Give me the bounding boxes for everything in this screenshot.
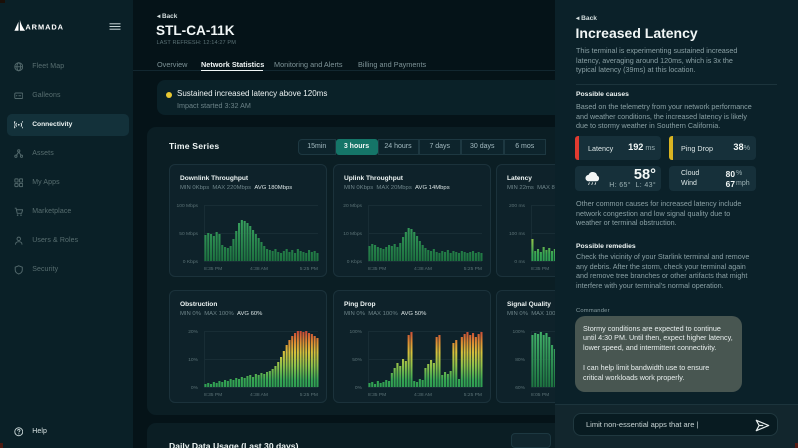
- svg-text:0%: 0%: [191, 384, 199, 390]
- svg-text:100%: 100%: [512, 328, 525, 334]
- svg-text:8:05 PM: 8:05 PM: [531, 392, 549, 398]
- svg-text:4:38 AM: 4:38 AM: [414, 392, 432, 398]
- svg-text:Signal Quality: Signal Quality: [507, 301, 551, 308]
- svg-text:MIN 0Kbps MAX 220Mbps AVG 18: MIN 0Kbps MAX 220Mbps AVG 180Mbps: [180, 185, 292, 191]
- svg-text:Latency: Latency: [507, 175, 532, 182]
- svg-text:5:25 PM: 5:25 PM: [463, 392, 481, 398]
- svg-text:8:35 PM: 8:35 PM: [204, 266, 222, 272]
- svg-text:5:25 PM: 5:25 PM: [300, 392, 318, 398]
- svg-text:Obstruction: Obstruction: [180, 301, 217, 308]
- svg-text:4:38 AM: 4:38 AM: [250, 266, 268, 272]
- svg-text:Ping Drop: Ping Drop: [344, 301, 376, 308]
- svg-text:5:25 PM: 5:25 PM: [300, 266, 318, 272]
- svg-text:0 Kbps: 0 Kbps: [346, 259, 362, 265]
- svg-text:8:35 PM: 8:35 PM: [368, 266, 386, 272]
- svg-text:5:25 PM: 5:25 PM: [463, 266, 481, 272]
- svg-text:8:35 PM: 8:35 PM: [368, 392, 386, 398]
- svg-text:100 Mbps: 100 Mbps: [177, 203, 199, 209]
- svg-text:20%: 20%: [188, 328, 198, 334]
- svg-text:20 Mbps: 20 Mbps: [343, 203, 362, 209]
- svg-text:100%: 100%: [349, 328, 362, 334]
- svg-text:0 Kbps: 0 Kbps: [183, 259, 199, 265]
- svg-text:Downlink Throughput: Downlink Throughput: [180, 175, 249, 182]
- svg-text:10%: 10%: [188, 356, 198, 362]
- svg-text:200 ms: 200 ms: [509, 203, 526, 209]
- svg-text:100 ms: 100 ms: [509, 231, 526, 237]
- svg-text:60%: 60%: [515, 384, 525, 390]
- svg-text:4:38 AM: 4:38 AM: [414, 266, 432, 272]
- svg-text:4:38 AM: 4:38 AM: [250, 392, 268, 398]
- svg-text:MIN 0% MAX 100% AVG 60%: MIN 0% MAX 100% AVG 60%: [180, 311, 263, 317]
- svg-text:50%: 50%: [352, 356, 362, 362]
- svg-text:50 Mbps: 50 Mbps: [179, 231, 198, 237]
- svg-text:8:35 PM: 8:35 PM: [204, 392, 222, 398]
- svg-text:80%: 80%: [515, 356, 525, 362]
- svg-text:MIN 0Kbps MAX 20Mbps AVG 14M: MIN 0Kbps MAX 20Mbps AVG 14Mbps: [344, 185, 450, 191]
- svg-text:10 Mbps: 10 Mbps: [343, 231, 362, 237]
- svg-text:MIN 0% MAX 100% AVG 50%: MIN 0% MAX 100% AVG 50%: [344, 311, 427, 317]
- svg-text:ARMADA: ARMADA: [25, 23, 64, 32]
- svg-text:8:35 PM: 8:35 PM: [531, 266, 549, 272]
- svg-text:0 ms: 0 ms: [514, 259, 525, 265]
- svg-text:0%: 0%: [354, 384, 362, 390]
- svg-text:Uplink Throughput: Uplink Throughput: [344, 175, 404, 182]
